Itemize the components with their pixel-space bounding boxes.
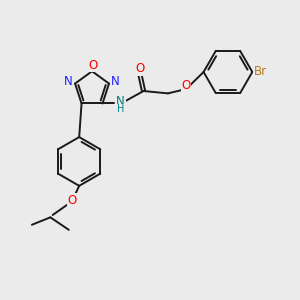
Text: O: O <box>135 62 145 75</box>
Text: Br: Br <box>254 65 267 79</box>
Text: N: N <box>116 94 125 108</box>
Text: N: N <box>111 75 120 88</box>
Text: O: O <box>67 194 76 207</box>
Text: N: N <box>64 75 73 88</box>
Text: H: H <box>117 104 124 114</box>
Text: O: O <box>181 79 190 92</box>
Text: O: O <box>88 59 97 72</box>
